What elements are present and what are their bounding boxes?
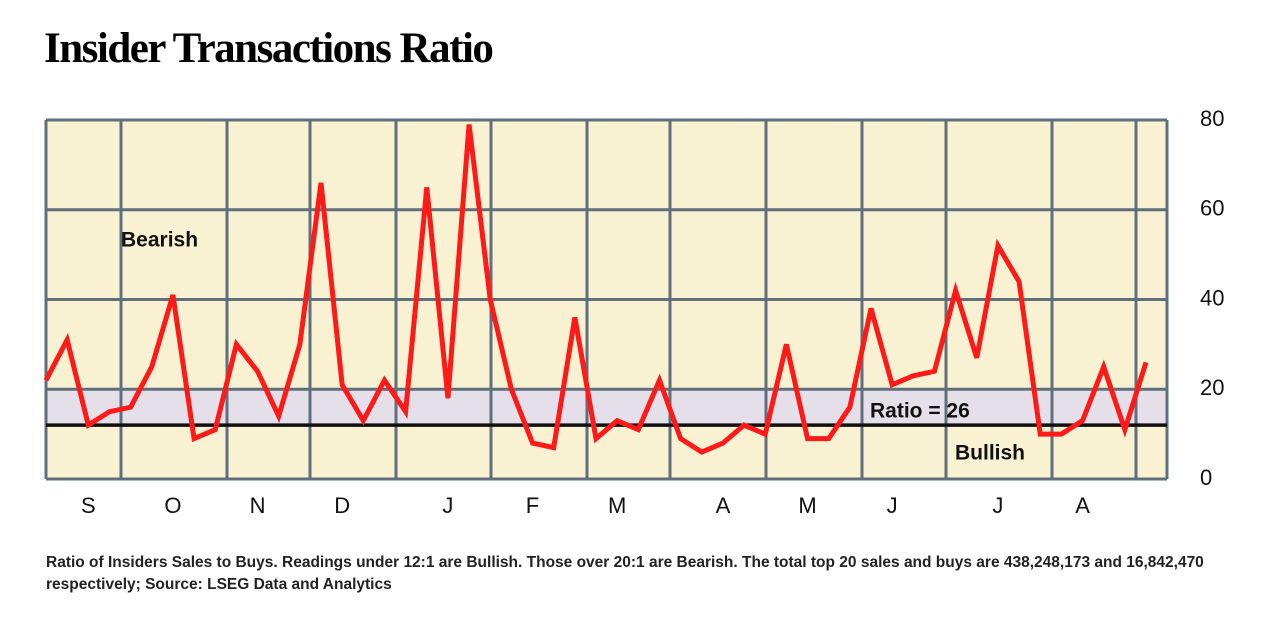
x-tick-label: J: [442, 493, 453, 518]
x-tick-label: O: [164, 493, 181, 518]
x-tick-label: A: [1075, 493, 1090, 518]
y-tick-label: 80: [1200, 106, 1224, 131]
neutral-band: [46, 389, 1167, 426]
x-tick-label: N: [250, 493, 266, 518]
y-tick-label: 20: [1200, 375, 1224, 400]
y-tick-label: 0: [1200, 465, 1212, 490]
x-tick-label: D: [334, 493, 350, 518]
x-tick-label: J: [887, 493, 898, 518]
annotation: Bearish: [121, 229, 198, 252]
y-tick-label: 40: [1200, 285, 1224, 310]
x-tick-label: M: [608, 493, 626, 518]
footnote: Ratio of Insiders Sales to Buys. Reading…: [46, 554, 1204, 593]
x-tick-label: J: [992, 493, 1003, 518]
annotation: Ratio = 26: [870, 400, 970, 423]
x-tick-label: A: [716, 493, 731, 518]
chart-title: Insider Transactions Ratio: [44, 25, 492, 72]
x-tick-label: F: [526, 493, 539, 518]
y-tick-label: 60: [1200, 196, 1224, 221]
chart: Insider Transactions Ratio 0 20 40 60 80 S O N D…: [43, 25, 1224, 518]
data-line: [43, 124, 1149, 455]
x-tick-label: S: [81, 493, 96, 518]
x-tick-label: M: [798, 493, 816, 518]
annotation: Bullish: [955, 442, 1025, 465]
plot: 0 20 40 60 80 S O N D J F M A M J J A: [43, 106, 1224, 518]
